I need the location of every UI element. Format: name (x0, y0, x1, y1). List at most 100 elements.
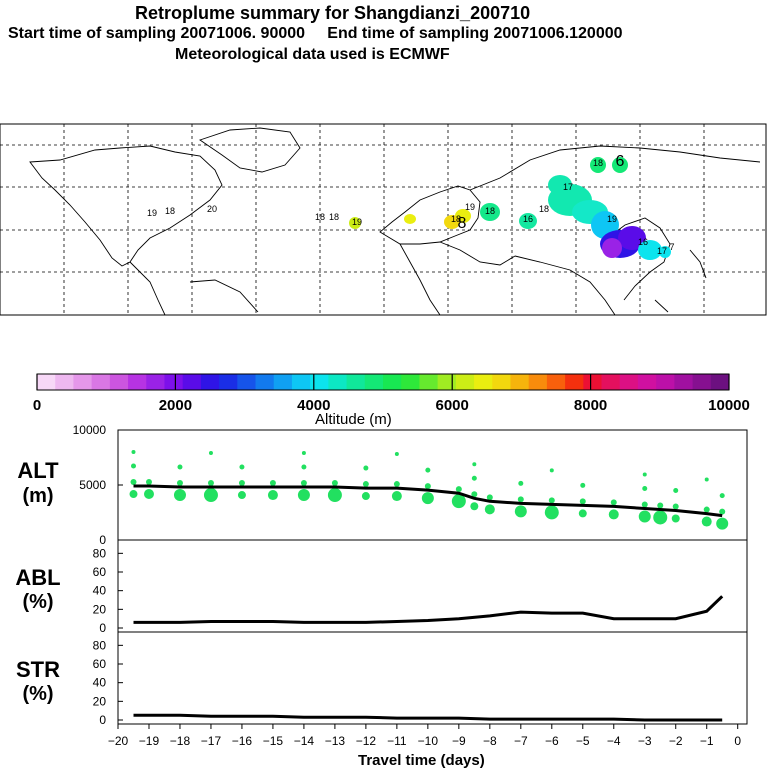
str-panel: 80 60 40 20 0 STR(%) (16, 631, 748, 727)
plume-label: 19 (352, 217, 362, 227)
colorbar-swatch (182, 374, 202, 390)
colorbar-tick-label: 10000 (708, 397, 750, 414)
plume-blob (602, 238, 622, 258)
colorbar-swatch (128, 374, 147, 390)
plume-blob (519, 213, 537, 229)
altitude-sample-point (131, 450, 136, 455)
colorbar-swatch (710, 374, 730, 390)
plume-label: 8 (458, 215, 467, 232)
x-tick-label: −4 (607, 734, 621, 748)
altitude-sample-point (130, 479, 137, 486)
altitude-sample-point (129, 490, 138, 499)
colorbar-swatch (109, 374, 129, 390)
altitude-sample-point (393, 481, 400, 488)
plume-label: 19 (147, 208, 157, 218)
colorbar-swatch (73, 374, 93, 390)
altitude-sample-point (362, 481, 369, 488)
colorbar-swatch (474, 374, 493, 390)
plume-label: 17 (657, 246, 667, 256)
x-tick-label: −8 (483, 734, 497, 748)
y-tick-label: 40 (93, 676, 107, 690)
altitude-sample-point (549, 468, 554, 473)
altitude-sample-point (472, 462, 477, 467)
colorbar-swatch (91, 374, 111, 390)
colorbar-swatch (146, 374, 165, 390)
x-tick-label: −5 (576, 734, 590, 748)
x-tick-label: −11 (387, 734, 407, 748)
x-tick-label: −17 (201, 734, 222, 748)
altitude-sample-point (701, 516, 712, 527)
altitude-sample-point (719, 508, 726, 515)
colorbar-swatch (692, 374, 712, 390)
plume-blob (404, 214, 416, 224)
altitude-sample-point (143, 489, 154, 500)
altitude-sample-point (638, 510, 651, 523)
altitude-sample-point (239, 464, 245, 470)
altitude-sample-point (425, 467, 431, 473)
plume-label: 18 (593, 158, 603, 168)
colorbar-tick-label: 6000 (436, 397, 469, 414)
altitude-sample-point (130, 463, 136, 469)
colorbar-tick-label: 8000 (574, 397, 607, 414)
altitude-sample-point (608, 509, 619, 520)
x-tick-label: −3 (638, 734, 652, 748)
x-tick-label: 0 (734, 734, 741, 748)
altitude-sample-point (238, 480, 245, 487)
y-tick-label: 60 (93, 565, 107, 579)
x-tick-label: −9 (452, 734, 466, 748)
altitude-sample-point (455, 486, 462, 493)
altitude-sample-point (207, 480, 214, 487)
altitude-sample-point (301, 464, 307, 470)
colorbar-swatch (291, 374, 311, 390)
x-tick-label: −7 (514, 734, 528, 748)
altitude-sample-point (177, 464, 183, 470)
colorbar-swatch (619, 374, 639, 390)
alt-series-line (133, 484, 723, 518)
colorbar-swatch (328, 374, 348, 390)
alt-panel: 10000 5000 0 ALT(m) (17, 423, 748, 547)
x-tick-label: −10 (418, 734, 439, 748)
plume-label: 7 (669, 242, 674, 252)
colorbar-swatch (455, 374, 475, 390)
colorbar-swatch (37, 374, 56, 390)
y-tick-label: 40 (93, 584, 107, 598)
colorbar-swatch (255, 374, 275, 390)
plume-blobs (349, 157, 671, 260)
panel-label: STR (16, 657, 60, 682)
altitude-sample-point (641, 501, 648, 508)
plume-label: 19 (465, 202, 475, 212)
x-tick-label: −13 (325, 734, 346, 748)
y-tick-label: 0 (99, 713, 106, 727)
altitude-sample-point (703, 506, 710, 513)
altitude-sample-point (391, 491, 402, 502)
altitude-sample-point (610, 499, 617, 506)
colorbar-swatch (637, 374, 657, 390)
abl-panel: 80 60 40 20 0 ABL(%) (15, 539, 748, 635)
colorbar-swatch (656, 374, 675, 390)
altitude-sample-point (484, 504, 495, 515)
altitude-sample-point (421, 492, 434, 505)
colorbar-swatch (565, 374, 584, 390)
y-tick-label: 10000 (73, 423, 107, 437)
altitude-sample-point (173, 489, 186, 502)
colorbar-swatch (364, 374, 384, 390)
y-tick-label: 20 (93, 694, 107, 708)
plume-blob (444, 215, 460, 229)
altitude-sample-point (671, 514, 680, 523)
map-frame (0, 123, 767, 316)
plume-label: 18 (451, 214, 461, 224)
colorbar-swatch (219, 374, 238, 390)
plume-blob (618, 226, 646, 250)
altitude-sample-point (518, 480, 524, 486)
colorbar-swatch (200, 374, 220, 390)
plume-label: 16 (638, 237, 648, 247)
altitude-sample-point (363, 465, 369, 471)
altitude-sample-point (580, 482, 586, 488)
altitude-sample-point (673, 488, 679, 493)
y-tick-label: 0 (99, 621, 106, 635)
colorbar-label: Altitude (m) (315, 411, 392, 428)
x-tick-label: −2 (669, 734, 683, 748)
plume-blob (659, 246, 671, 258)
panel-label: ALT (17, 458, 59, 483)
